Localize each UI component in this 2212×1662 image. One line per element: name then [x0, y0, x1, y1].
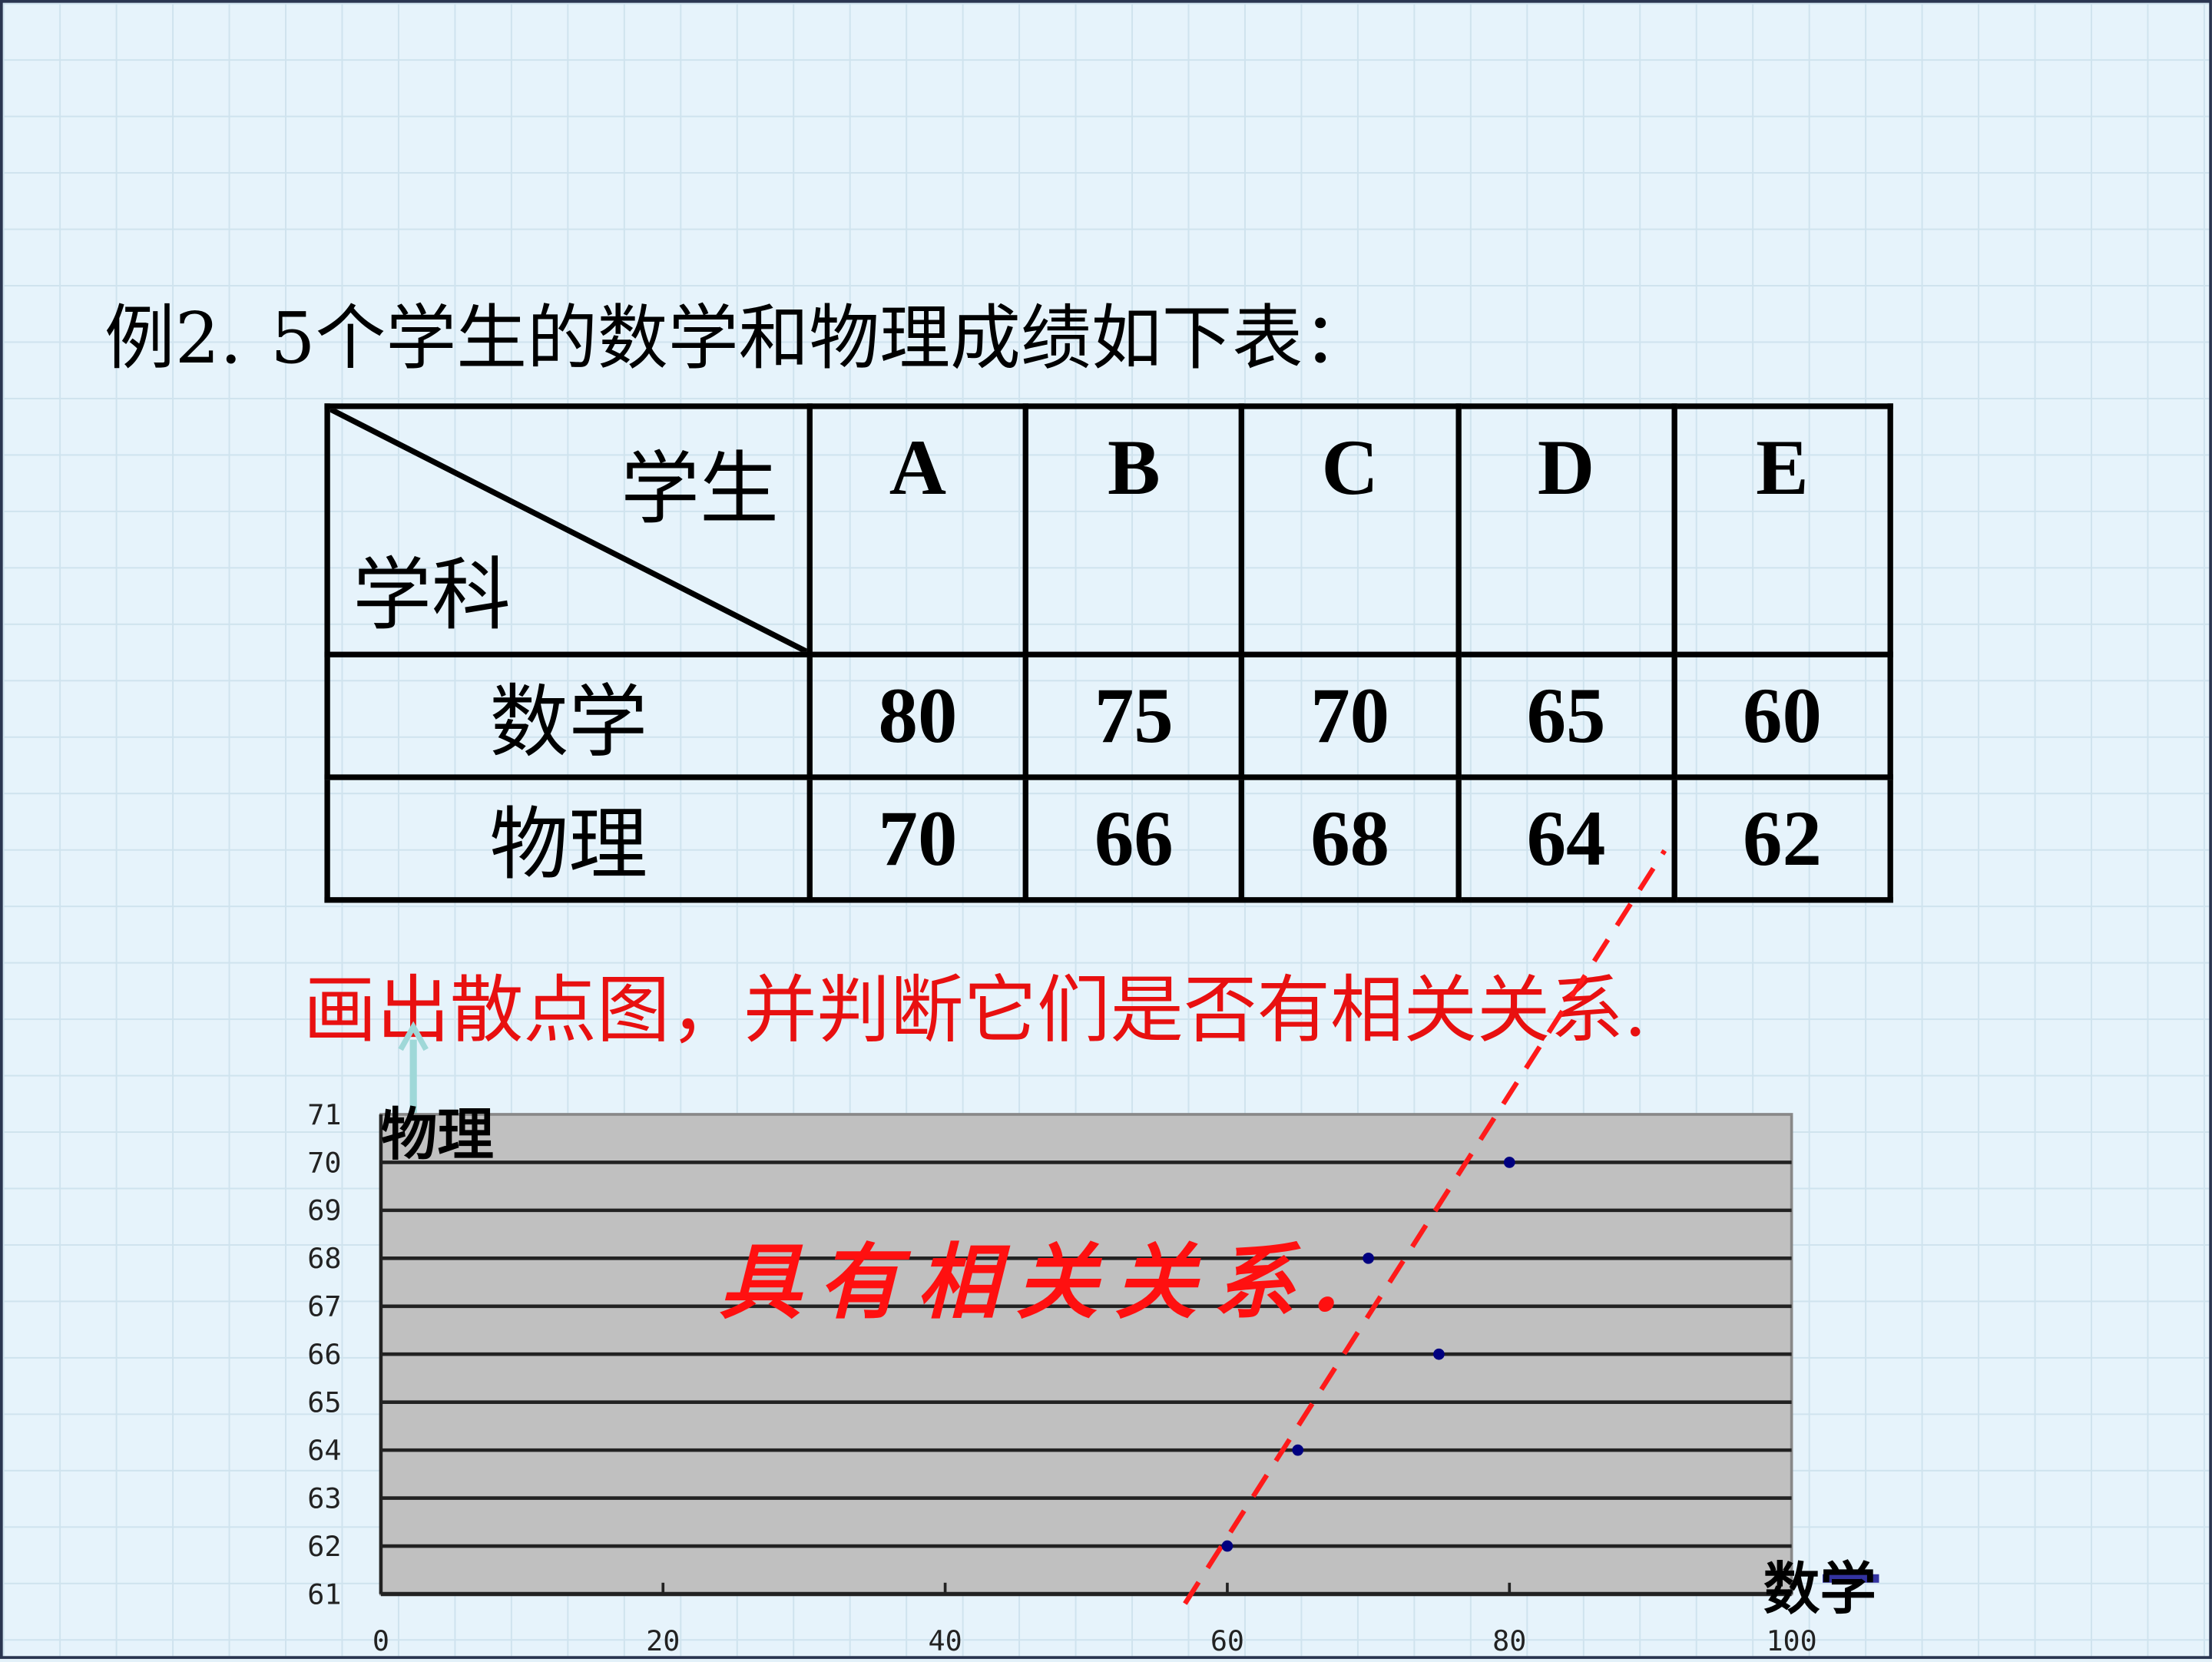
problem-label: 例2.: [104, 297, 243, 380]
score-cell: 70: [1239, 651, 1462, 780]
score-cell: 68: [1239, 774, 1462, 903]
x-tick-label: 80: [1492, 1624, 1526, 1657]
x-axis-label: 数学: [1763, 1555, 1876, 1623]
chart-annotation: 具有相关关系.: [719, 1234, 1358, 1331]
student-header: D: [1455, 403, 1677, 657]
data-point: [1503, 1157, 1515, 1168]
score-cell: 70: [806, 774, 1029, 903]
score-cell: 65: [1455, 651, 1677, 780]
student-header: B: [1022, 403, 1245, 657]
score-cell: 60: [1671, 651, 1893, 780]
diagonal-line: [329, 409, 807, 652]
table-row: 物理 70 66 68 64 62: [324, 774, 1893, 903]
problem-text: 5个学生的数学和物理成绩如下表：: [270, 297, 1374, 380]
subject-label: 数学: [324, 651, 813, 780]
problem-statement: 例2. 5个学生的数学和物理成绩如下表：: [104, 282, 1402, 383]
y-tick-label: 66: [307, 1338, 341, 1371]
corner-bottom-label: 学科: [353, 550, 511, 642]
y-tick-label: 65: [307, 1386, 341, 1419]
student-header: E: [1671, 403, 1893, 657]
score-table: 学生 学科 A B C D E 数学 80 75 70 65 60 物理 70 …: [324, 403, 1893, 903]
score-cell: 64: [1455, 774, 1677, 903]
y-tick-label: 61: [307, 1578, 341, 1611]
data-point: [1363, 1252, 1374, 1264]
scatter-chart: 61 62 63 64 65 66 67 68 69 70 71 0 20 40 60 80 100: [307, 849, 1879, 1657]
x-tick-label: 60: [1210, 1624, 1244, 1657]
x-tick-label: 20: [646, 1624, 680, 1657]
table-row: 数学 80 75 70 65 60: [324, 651, 1893, 780]
data-point: [1433, 1348, 1445, 1360]
y-tick-label: 64: [307, 1434, 341, 1467]
data-point: [1221, 1540, 1233, 1552]
y-axis-arrowhead-icon: [398, 1021, 429, 1051]
student-header: C: [1239, 403, 1462, 657]
data-point: [1292, 1444, 1304, 1456]
y-tick-label: 67: [307, 1290, 341, 1323]
y-tick-label: 70: [307, 1146, 341, 1179]
score-cell: 62: [1671, 774, 1893, 903]
x-tick-label: 0: [373, 1624, 389, 1657]
trend-line: [1183, 849, 1667, 1605]
student-header: A: [806, 403, 1029, 657]
y-tick-label: 63: [307, 1482, 341, 1515]
score-cell: 66: [1022, 774, 1245, 903]
score-cell: 75: [1022, 651, 1245, 780]
y-tick-label: 62: [307, 1530, 341, 1563]
x-tick-label: 100: [1766, 1624, 1816, 1657]
subject-label: 物理: [324, 774, 813, 903]
y-axis-label: 物理: [380, 1101, 494, 1168]
y-tick-label: 68: [307, 1242, 341, 1275]
instruction-text: 画出散点图，并判断它们是否有相关关系.: [303, 968, 1647, 1054]
corner-top-label: 学生: [621, 444, 779, 536]
y-tick-label: 71: [307, 1098, 341, 1131]
x-tick-label: 40: [928, 1624, 962, 1657]
score-cell: 80: [806, 651, 1029, 780]
y-tick-label: 69: [307, 1194, 341, 1227]
corner-cell: 学生 学科: [324, 403, 813, 657]
